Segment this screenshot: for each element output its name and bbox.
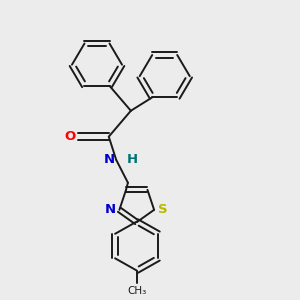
Text: S: S (158, 203, 167, 216)
Text: H: H (126, 153, 138, 166)
Text: O: O (64, 130, 76, 143)
Text: N: N (105, 203, 116, 216)
Text: CH₃: CH₃ (127, 286, 146, 296)
Text: N: N (103, 153, 115, 166)
